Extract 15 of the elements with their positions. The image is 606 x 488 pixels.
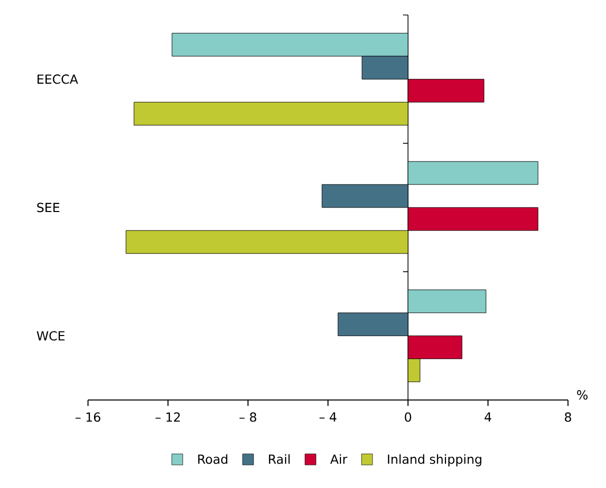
legend-label: Road <box>198 454 228 464</box>
y-tick-label: WCE <box>36 331 65 341</box>
x-tick-label: – 16 <box>76 412 100 422</box>
legend-label: Inland shipping <box>388 454 482 466</box>
legend-label: Air <box>330 454 348 464</box>
y-tick-label: EECCA <box>38 74 78 84</box>
x-tick-label: 4 <box>484 412 492 422</box>
x-tick-label: 8 <box>564 412 572 422</box>
x-tick-label: – 8 <box>240 412 256 422</box>
x-tick-label: – 4 <box>320 412 336 422</box>
x-axis-title: % <box>577 390 588 400</box>
y-tick-label: SEE <box>37 202 60 212</box>
legend-label: Rail <box>268 454 290 464</box>
x-tick-label: 0 <box>404 412 412 422</box>
x-tick-label: – 12 <box>156 412 180 422</box>
